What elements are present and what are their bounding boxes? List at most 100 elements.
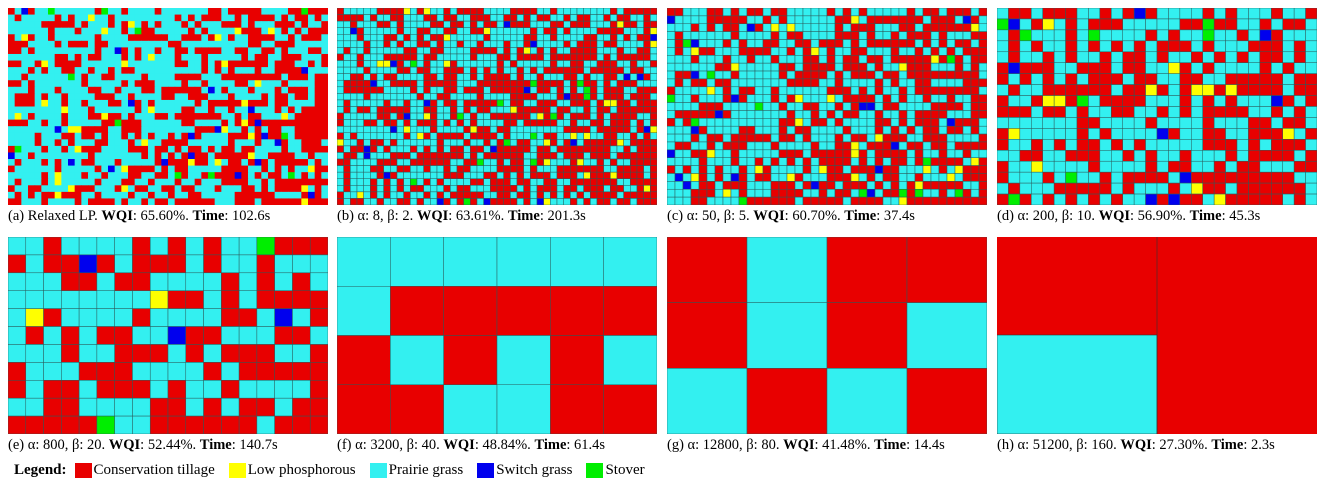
map-cell xyxy=(350,113,357,120)
map-cell xyxy=(1306,85,1317,96)
map-cell xyxy=(201,80,208,87)
map-cell xyxy=(1111,128,1122,139)
map-cell xyxy=(604,93,611,100)
map-cell xyxy=(417,172,424,179)
map-cell xyxy=(570,192,577,199)
map-cell xyxy=(843,166,851,174)
map-cell xyxy=(537,152,544,159)
map-cell xyxy=(899,158,907,166)
map-cell xyxy=(221,28,228,35)
map-cell xyxy=(597,152,604,159)
map-cell xyxy=(357,47,364,54)
map-cell xyxy=(35,172,42,179)
map-cell xyxy=(650,166,657,173)
map-cell xyxy=(470,120,477,127)
map-cell xyxy=(1180,52,1191,63)
map-cell xyxy=(477,34,484,41)
map-cell xyxy=(26,398,44,416)
map-cell xyxy=(255,159,262,166)
map-cell xyxy=(637,159,644,166)
map-cell xyxy=(61,146,68,153)
map-cell xyxy=(444,54,451,61)
map-cell xyxy=(1088,41,1099,52)
map-cell xyxy=(851,173,859,181)
map-cell xyxy=(1260,19,1271,30)
map-cell xyxy=(1306,172,1317,183)
map-cell xyxy=(907,173,915,181)
map-cell xyxy=(121,41,128,48)
map-cell xyxy=(564,185,571,192)
map-cell xyxy=(1191,139,1202,150)
map-cell xyxy=(168,15,175,22)
map-cell xyxy=(524,8,531,15)
map-cell xyxy=(1157,128,1168,139)
map-cell xyxy=(195,198,202,205)
map-cell xyxy=(195,113,202,120)
map-cell xyxy=(883,95,891,103)
map-cell xyxy=(397,100,404,107)
caption-prefix: (d) α: 200, β: 10. xyxy=(997,208,1095,224)
map-cell xyxy=(255,93,262,100)
map-cell xyxy=(457,146,464,153)
map-cell xyxy=(41,93,48,100)
map-cell xyxy=(504,54,511,61)
map-cell xyxy=(417,159,424,166)
map-cell xyxy=(308,54,315,61)
map-cell xyxy=(390,74,397,81)
map-cell xyxy=(875,166,883,174)
map-cell xyxy=(430,47,437,54)
map-cell xyxy=(597,15,604,22)
map-cell xyxy=(517,120,524,127)
map-cell xyxy=(228,93,235,100)
map-cell xyxy=(570,34,577,41)
map-cell xyxy=(195,74,202,81)
map-cell xyxy=(577,34,584,41)
map-cell xyxy=(691,40,699,48)
map-cell xyxy=(827,173,835,181)
map-cell xyxy=(88,61,95,68)
map-cell xyxy=(150,398,168,416)
map-cell xyxy=(55,139,62,146)
map-cell xyxy=(201,15,208,22)
map-cell xyxy=(88,54,95,61)
map-cell xyxy=(268,47,275,54)
map-cell xyxy=(48,41,55,48)
map-cell xyxy=(41,185,48,192)
map-cell xyxy=(827,95,835,103)
map-cell xyxy=(1020,19,1031,30)
map-cell xyxy=(377,34,384,41)
map-cell xyxy=(48,159,55,166)
map-cell xyxy=(843,47,851,55)
map-cell xyxy=(301,80,308,87)
map-cell xyxy=(779,71,787,79)
map-cell xyxy=(843,79,851,87)
map-cell xyxy=(851,40,859,48)
map-cell xyxy=(947,40,955,48)
map-cell xyxy=(699,63,707,71)
map-cell xyxy=(795,173,803,181)
map-cell xyxy=(723,197,731,205)
map-cell xyxy=(115,159,122,166)
map-cell xyxy=(21,139,28,146)
map-cell xyxy=(241,100,248,107)
map-cell xyxy=(644,74,651,81)
map-cell xyxy=(691,16,699,24)
map-cell xyxy=(35,21,42,28)
map-cell xyxy=(464,120,471,127)
map-cell xyxy=(430,113,437,120)
map-cell xyxy=(1214,172,1225,183)
map-cell xyxy=(257,398,275,416)
map-cell xyxy=(610,47,617,54)
map-cell xyxy=(161,152,168,159)
map-cell xyxy=(1031,63,1042,74)
map-cell xyxy=(175,146,182,153)
map-cell xyxy=(530,93,537,100)
map-cell xyxy=(181,146,188,153)
map-cell xyxy=(464,198,471,205)
time-label: Time xyxy=(534,437,566,453)
map-cell xyxy=(357,159,364,166)
map-cell xyxy=(524,139,531,146)
map-cell xyxy=(971,79,979,87)
map-cell xyxy=(1248,41,1259,52)
map-cell xyxy=(795,63,803,71)
